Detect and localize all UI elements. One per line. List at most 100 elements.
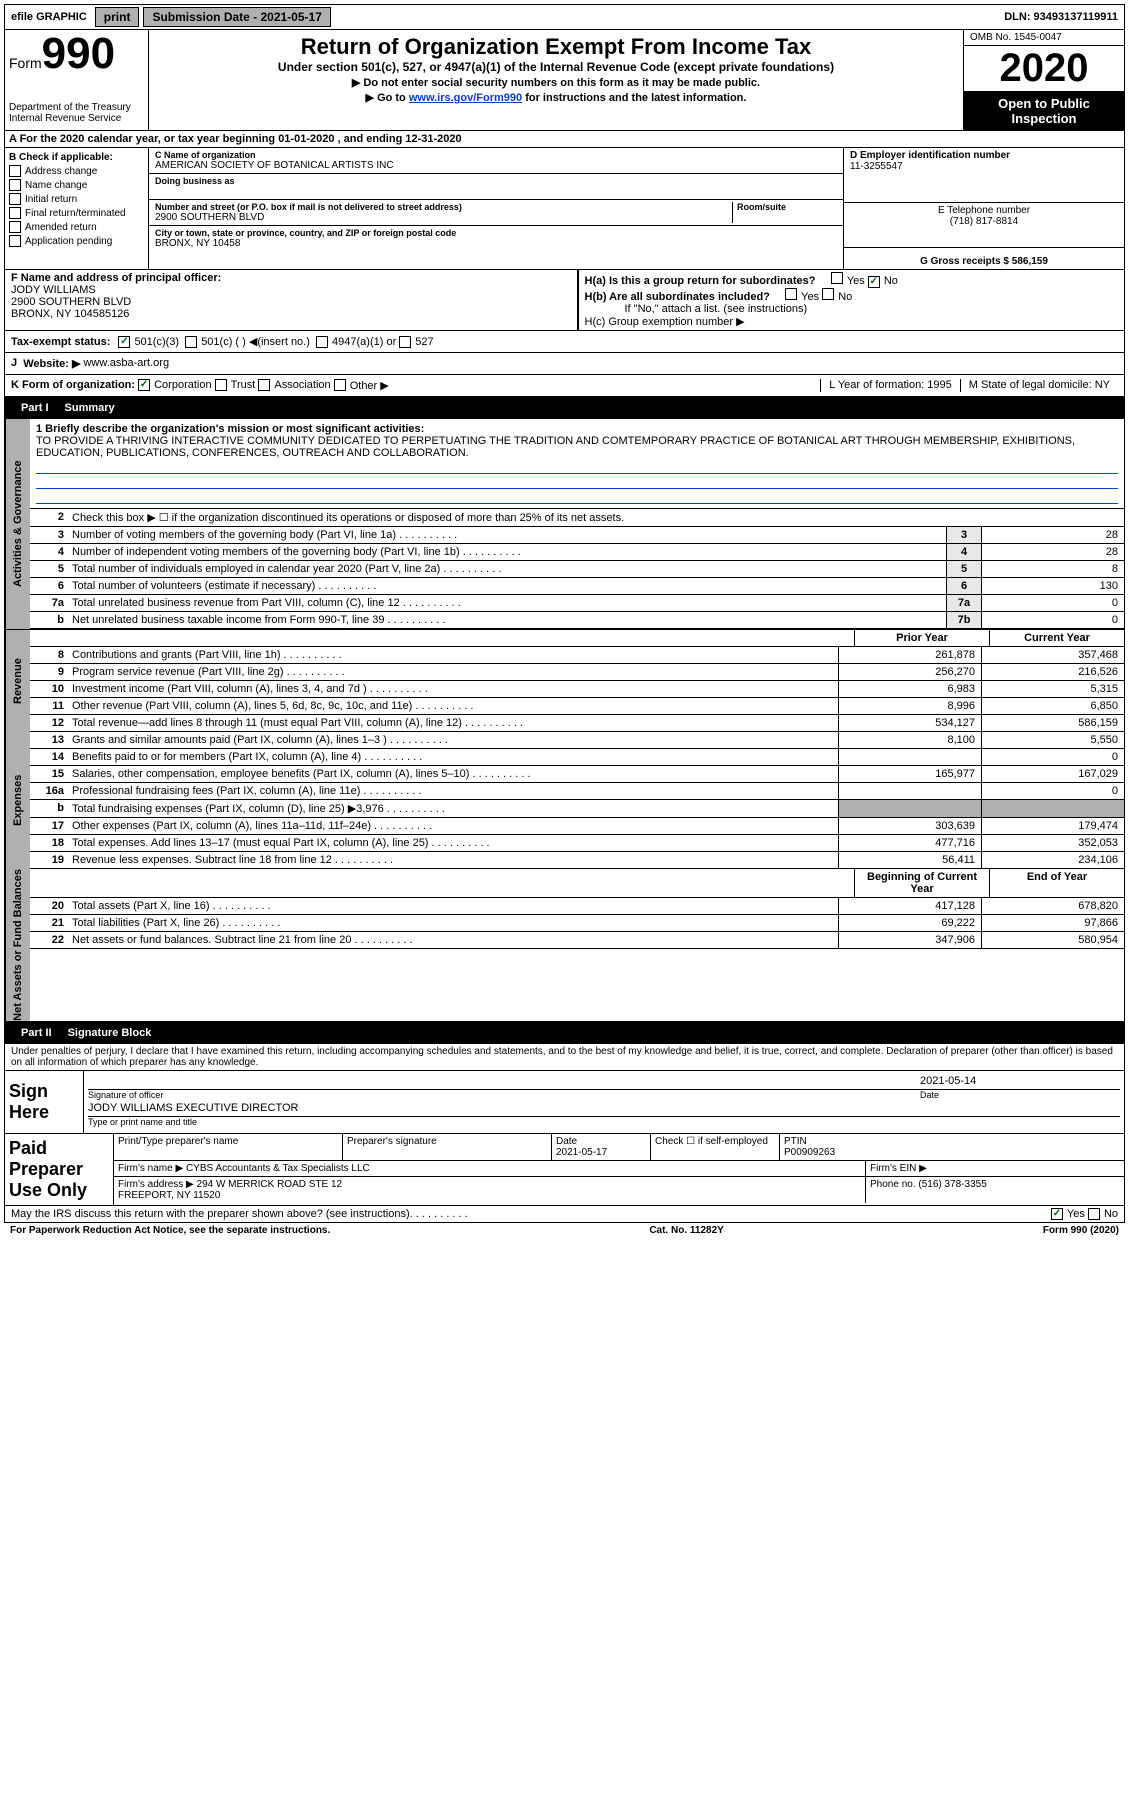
top-toolbar: efile GRAPHIC print Submission Date - 20… [4,4,1125,30]
discuss-no[interactable] [1088,1208,1100,1220]
self-emp-cell: Check ☐ if self-employed [651,1134,780,1160]
check-initial-return[interactable]: Initial return [9,193,144,205]
j-label: J [11,357,17,370]
ha-no[interactable]: ✓ [868,276,880,288]
prior-year-header: Prior Year [854,630,989,646]
check-4947[interactable] [316,336,328,348]
city-value: BRONX, NY 10458 [155,238,837,249]
check-amended[interactable]: Amended return [9,221,144,233]
gov-line-7a: 7aTotal unrelated business revenue from … [30,595,1124,612]
print-button[interactable]: print [95,7,140,27]
website-row: J Website: ▶ www.asba-art.org [4,353,1125,375]
header-left: Form990 Department of the Treasury Inter… [5,30,149,130]
end-year-header: End of Year [989,869,1124,897]
paid-preparer-block: Paid Preparer Use Only Print/Type prepar… [5,1133,1124,1205]
prep-sig-hdr: Preparer's signature [343,1134,552,1160]
addr-label: Number and street (or P.O. box if mail i… [155,202,732,212]
side-tab-revenue: Revenue [5,630,30,732]
year-formation: L Year of formation: 1995 [820,379,960,392]
check-other[interactable] [334,379,346,391]
dept-treasury: Department of the Treasury Internal Reve… [9,102,144,124]
omb-number: OMB No. 1545-0047 [964,30,1124,46]
gov-line-3: 3Number of voting members of the governi… [30,527,1124,544]
footer-left: For Paperwork Reduction Act Notice, see … [10,1225,330,1236]
part-2-header: Part II Signature Block [4,1022,1125,1044]
city-label: City or town, state or province, country… [155,228,837,238]
hb-no[interactable] [822,288,834,300]
sig-date-label: Date [920,1089,1120,1100]
header-center: Return of Organization Exempt From Incom… [149,30,963,130]
gov-line-5: 5Total number of individuals employed in… [30,561,1124,578]
officer-addr2: BRONX, NY 104585126 [11,308,571,320]
mission-block: 1 Briefly describe the organization's mi… [30,419,1124,509]
org-name: AMERICAN SOCIETY OF BOTANICAL ARTISTS IN… [155,160,837,171]
street-address: 2900 SOUTHERN BLVD [155,212,732,223]
ein-phone-column: D Employer identification number 11-3255… [843,148,1124,269]
part-2-title: Signature Block [68,1027,152,1039]
hb-note: If "No," attach a list. (see instruction… [585,303,1025,315]
revenue-col-header: Prior Year Current Year [30,630,1124,647]
check-final-return[interactable]: Final return/terminated [9,207,144,219]
tax-exempt-row: Tax-exempt status: ✓501(c)(3) 501(c) ( )… [4,331,1125,353]
street-cell: Number and street (or P.O. box if mail i… [149,200,843,226]
check-501c[interactable] [185,336,197,348]
check-application-pending[interactable]: Application pending [9,235,144,247]
sig-fields: Signature of officer 2021-05-14 Date JOD… [84,1071,1124,1133]
balance-col-header: Beginning of Current Year End of Year [30,869,1124,898]
submission-date-button[interactable]: Submission Date - 2021-05-17 [143,7,330,27]
exp-line-17: 17Other expenses (Part IX, column (A), l… [30,818,1124,835]
balances-section: Net Assets or Fund Balances Beginning of… [4,869,1125,1022]
line2-post: for instructions and the latest informat… [522,92,746,104]
officer-cell: F Name and address of principal officer:… [5,270,578,330]
website-value: www.asba-art.org [83,357,169,370]
i-label: Tax-exempt status: [11,336,110,348]
check-trust[interactable] [215,379,227,391]
city-cell: City or town, state or province, country… [149,226,843,251]
irs-link[interactable]: www.irs.gov/Form990 [409,92,522,104]
f-label: F Name and address of principal officer: [11,272,571,284]
prep-date-cell: Date2021-05-17 [552,1134,651,1160]
dln-label: DLN: 93493137119911 [998,11,1124,23]
check-527[interactable] [399,336,411,348]
check-address-change[interactable]: Address change [9,165,144,177]
form-title: Return of Organization Exempt From Incom… [153,34,959,60]
gov-line-6: 6Total number of volunteers (estimate if… [30,578,1124,595]
blue-line-3 [36,489,1118,504]
penalty-text: Under penalties of perjury, I declare th… [5,1044,1124,1070]
exp-line-16a: 16aProfessional fundraising fees (Part I… [30,783,1124,800]
name-address-column: C Name of organization AMERICAN SOCIETY … [149,148,843,269]
part-1-header: Part I Summary [4,397,1125,419]
part-1-label: Part I [13,400,57,416]
sig-type-label: Type or print name and title [88,1116,1120,1127]
revenue-section: Revenue Prior Year Current Year 8Contrib… [4,629,1125,732]
check-assoc[interactable] [258,379,270,391]
check-501c3[interactable]: ✓ [118,336,130,348]
dba-label: Doing business as [155,176,837,186]
ha-line: H(a) Is this a group return for subordin… [585,272,1025,288]
sig-date-value: 2021-05-14 [920,1075,1120,1087]
exp-line-19: 19Revenue less expenses. Subtract line 1… [30,852,1124,869]
form-header: Form990 Department of the Treasury Inter… [4,30,1125,131]
side-tab-balances: Net Assets or Fund Balances [5,869,30,1021]
phone-value: (718) 817-8814 [850,216,1118,227]
hb-yes[interactable] [785,288,797,300]
phone-cell: E Telephone number (718) 817-8814 [844,203,1124,248]
dba-cell: Doing business as [149,174,843,200]
ha-yes[interactable] [831,272,843,284]
section-a-period: A For the 2020 calendar year, or tax yea… [4,131,1125,148]
rev-line-12: 12Total revenue—add lines 8 through 11 (… [30,715,1124,732]
signature-block: Under penalties of perjury, I declare th… [4,1044,1125,1223]
check-corp[interactable]: ✓ [138,379,150,391]
check-name-change[interactable]: Name change [9,179,144,191]
ein-cell: D Employer identification number 11-3255… [844,148,1124,203]
expenses-section: Expenses 13Grants and similar amounts pa… [4,732,1125,869]
header-right: OMB No. 1545-0047 2020 Open to Public In… [963,30,1124,130]
gross-receipts: G Gross receipts $ 586,159 [844,248,1124,269]
website-label: Website: ▶ [23,357,80,370]
begin-year-header: Beginning of Current Year [854,869,989,897]
room-label: Room/suite [737,202,837,212]
footer-row: For Paperwork Reduction Act Notice, see … [4,1223,1125,1238]
form-subtitle: Under section 501(c), 527, or 4947(a)(1)… [153,60,959,74]
discuss-yes[interactable]: ✓ [1051,1208,1063,1220]
exp-line-13: 13Grants and similar amounts paid (Part … [30,732,1124,749]
